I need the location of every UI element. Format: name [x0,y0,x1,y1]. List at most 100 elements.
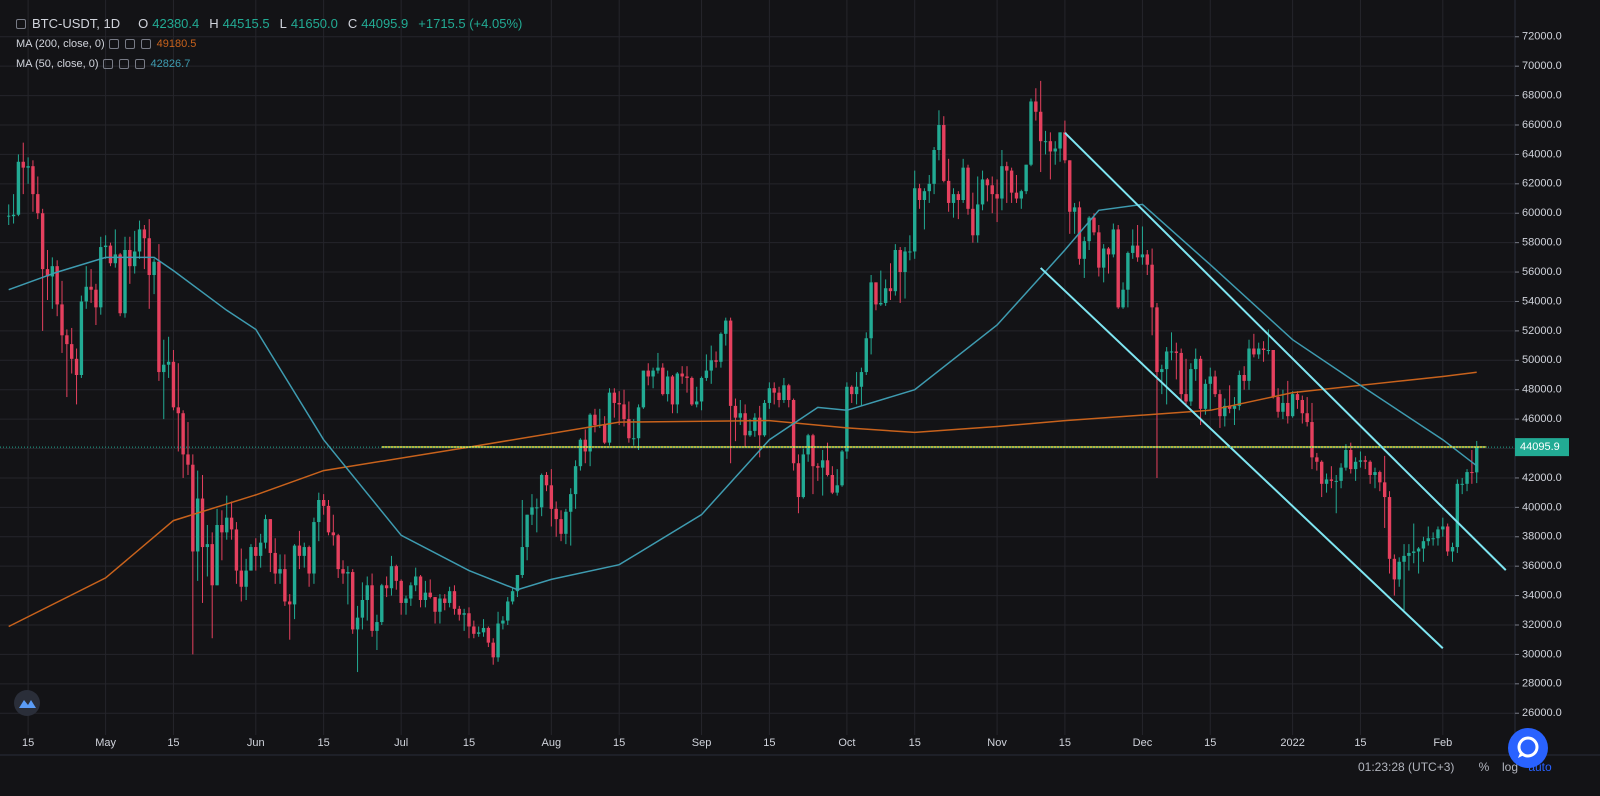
candle-body [1470,472,1474,474]
candle-body [767,388,772,403]
candle-body [1324,479,1329,484]
candle-body [447,591,452,603]
candle-body [820,460,825,468]
y-tick-label: 62000.0 [1522,178,1562,190]
candle-body [1223,405,1227,417]
candle-body [990,185,994,195]
hide-icon[interactable] [102,59,113,69]
candle-body [854,386,859,395]
candle-body [510,591,515,602]
candle-body [1198,358,1203,409]
candle-body [1232,405,1237,409]
indicator-value: 49180.5 [156,38,197,50]
candle-body [791,400,796,464]
candle-body [1300,400,1305,414]
candle-body [1087,217,1091,242]
y-tick-label: 40000.0 [1522,501,1562,513]
remove-icon[interactable] [134,59,145,69]
candle-body [26,166,30,168]
candle-body [1363,460,1367,462]
candle-body [927,183,931,192]
hide-icon[interactable] [108,39,119,49]
candle-body [1295,394,1300,400]
indicator-row[interactable]: MA (200, close, 0) 49180.5 [16,34,528,54]
x-tick-label: 2022 [1280,737,1304,749]
footer-time: 01:23:28 (UTC+3) [1358,760,1454,774]
candle-body [549,485,554,509]
candle-body [1266,350,1271,351]
candle-body [753,417,757,431]
candle-body [472,626,476,634]
candle-body [1005,166,1009,171]
candle-body [1460,483,1464,485]
y-tick-label: 42000.0 [1522,472,1562,484]
legend: BTC-USDT, 1D O 42380.4 H 44515.5 L 41650.0 … [16,14,528,74]
candle-body [588,414,592,452]
chat-button[interactable] [1508,728,1548,768]
candle-body [326,505,331,533]
symbol-row[interactable]: BTC-USDT, 1D O 42380.4 H 44515.5 L 41650.0 … [16,14,528,34]
candle-body [16,161,21,215]
x-tick-label: Oct [838,737,855,749]
candle-body [515,575,520,592]
y-tick-label: 46000.0 [1522,413,1562,425]
candle-body [215,525,219,586]
candle-body [137,229,142,252]
candle-body [976,204,980,236]
settings-icon[interactable] [118,59,129,69]
trend-line [1039,267,1444,649]
candle-body [554,508,558,520]
candle-body [200,498,205,548]
candle-body [1407,552,1411,556]
candle-body [1416,548,1421,552]
candle-body [355,617,360,630]
logo[interactable] [14,690,40,716]
candle-body [893,250,898,292]
candle-body [966,167,970,209]
candle-body [913,188,917,252]
candle-body [142,229,147,239]
percent-button[interactable]: % [1479,760,1490,774]
x-tick-label: 15 [1204,737,1216,749]
candle-body [418,576,423,600]
candle-body [341,569,345,574]
x-tick-label: Jun [247,737,265,749]
candle-body [89,286,93,290]
x-tick-label: 15 [22,737,34,749]
candle-body [1358,460,1363,462]
settings-icon[interactable] [124,39,135,49]
candle-body [869,282,873,339]
candle-body [462,613,466,615]
candle-body [443,598,447,603]
candle-body [254,547,258,556]
collapse-icon[interactable] [16,19,26,29]
candle-body [1082,241,1086,259]
candle-body [166,361,171,365]
ohlc-key: O [138,16,149,31]
candle-body [1126,252,1130,290]
trend-line [1064,132,1507,571]
remove-icon[interactable] [140,39,151,49]
candle-body [564,511,568,534]
candle-body [70,344,74,359]
indicator-row[interactable]: MA (50, close, 0) 42826.7 [16,54,528,74]
candle-body [346,572,350,574]
x-tick-label: May [95,737,116,749]
candle-body [263,519,268,543]
candle-body [816,466,820,468]
candle-body [1373,472,1377,475]
price-axis: 26000.0 28000.0 30000.0 32000.0 34000.0 36000… [1515,31,1569,719]
ohlc-value: 44515.5 [222,16,270,31]
y-tick-label: 52000.0 [1522,325,1562,337]
candle-body [1310,422,1314,458]
candle-body [627,419,631,439]
log-button[interactable]: log [1502,760,1518,774]
candle-body [94,289,98,308]
candle-body [1431,538,1435,540]
candle-body [404,598,408,603]
y-tick-label: 64000.0 [1522,148,1562,160]
ohlc-value: 42380.4 [152,16,200,31]
y-tick-label: 56000.0 [1522,266,1562,278]
candle-body [956,194,961,200]
candle-body [1072,207,1077,212]
